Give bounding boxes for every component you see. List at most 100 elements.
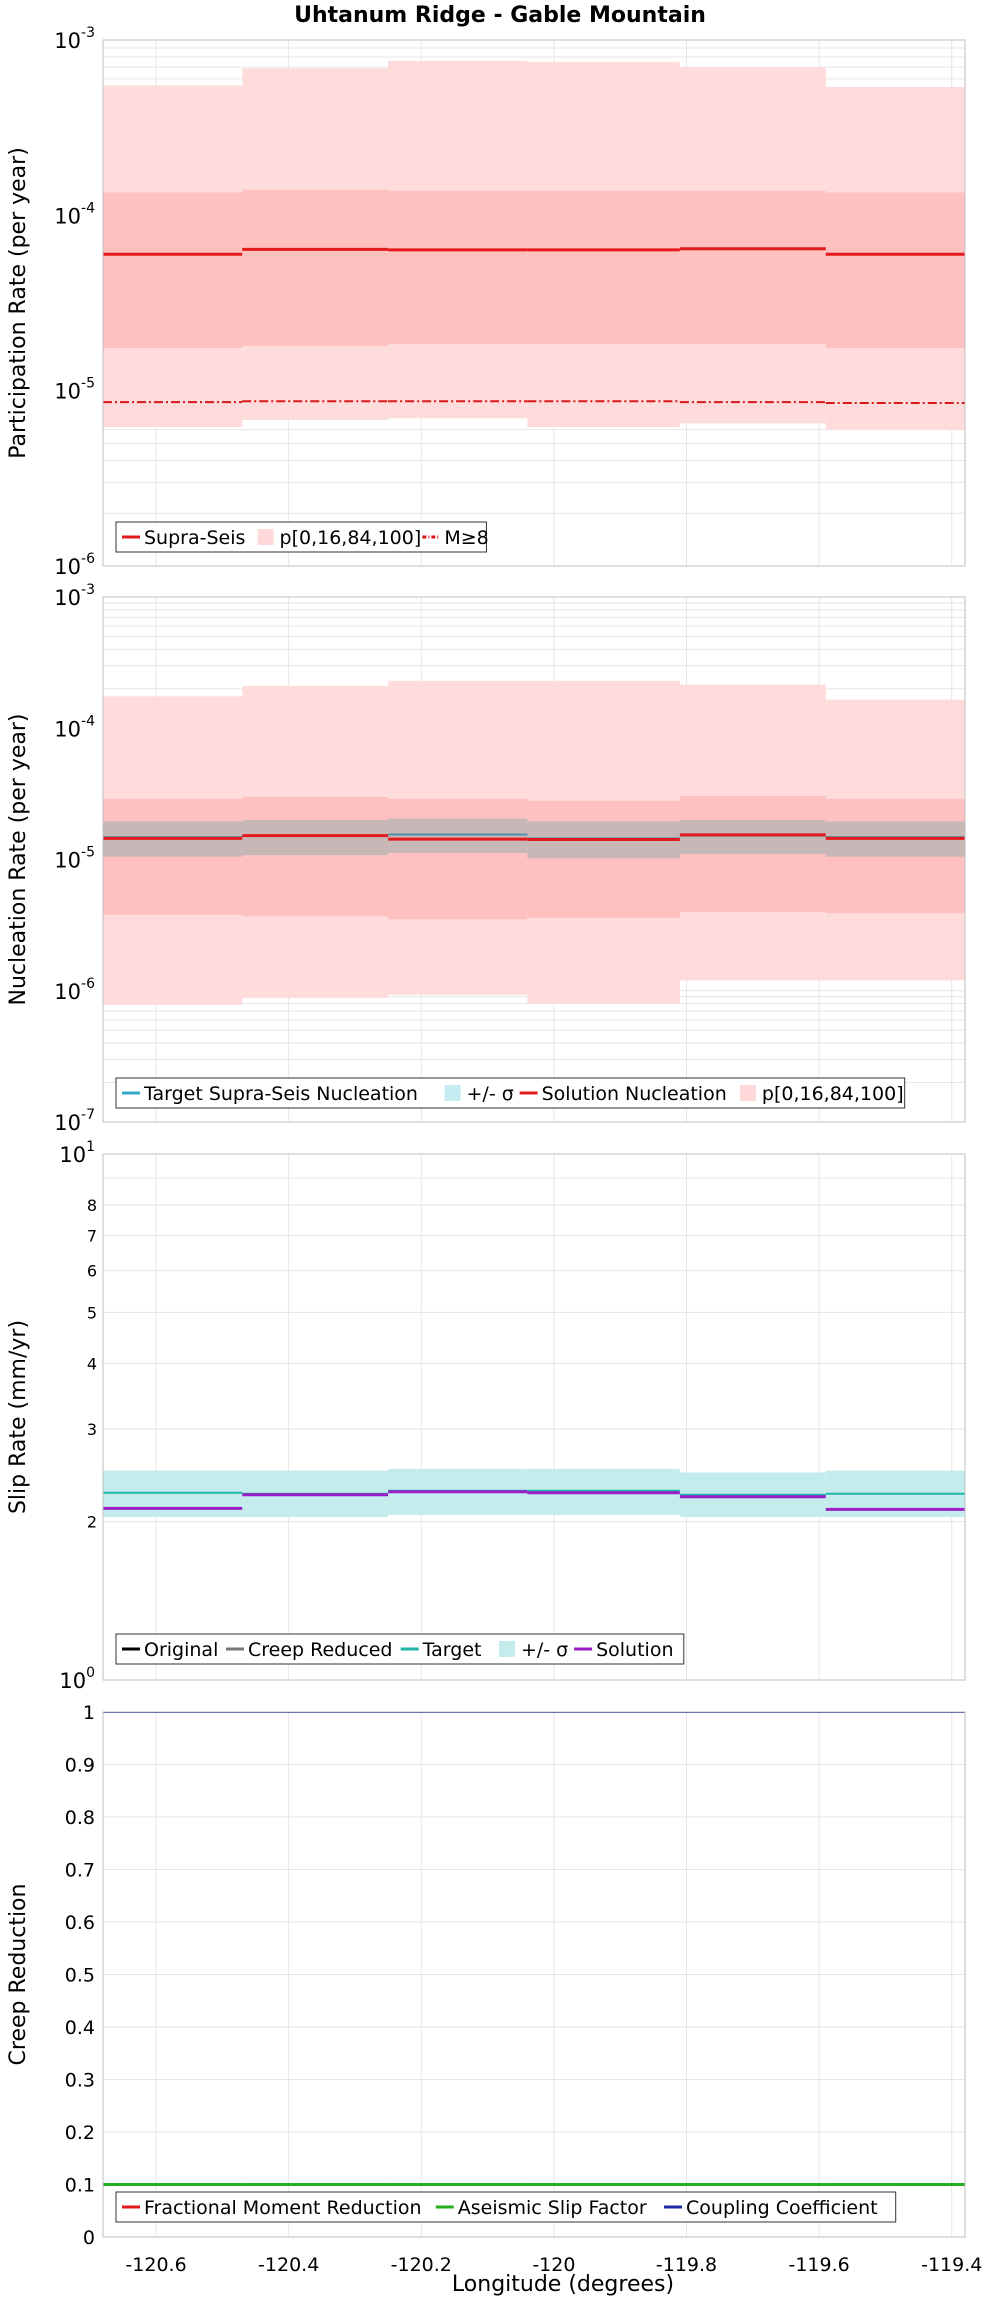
x-axis-label: Longitude (degrees): [452, 2272, 674, 2297]
legend-label-2: Solution Nucleation: [542, 1083, 727, 1105]
x-tick-labels-creep: -120.6 -120.4 -120.2 -120 -119.8 -119.6 -119.4: [125, 2254, 982, 2276]
y-tick-labels-creep: 0 0.1 0.2 0.3 0.4 0.5 0.6 0.7 0.8 0.9 1: [65, 1702, 95, 2249]
y-tick-base: 10: [54, 1111, 81, 1135]
bands-nucleation: [103, 680, 965, 1005]
band-nucleation-2-bin-1: [242, 819, 389, 856]
legend-swatch-1: [257, 529, 274, 545]
band-nucleation-2-bin-2: [388, 818, 528, 854]
series-slip: [103, 1489, 965, 1511]
bands-participation: [103, 60, 965, 430]
y-tick-label: 10-3: [54, 25, 95, 53]
y-tick-label: 0.4: [65, 2017, 95, 2039]
y-minor-tick-label: 5: [87, 1303, 97, 1322]
band-participation-1-bin-1: [242, 189, 389, 346]
y-tick-label: 0: [83, 2227, 95, 2249]
y-tick-exponent: -6: [81, 976, 95, 992]
x-tick-label: -119.6: [788, 2254, 849, 2276]
legend-swatch-3: [739, 1085, 756, 1101]
legend-label-2: Target: [422, 1639, 482, 1661]
band-nucleation-2-bin-4: [679, 819, 826, 855]
legend-label-2: M≥8: [444, 527, 488, 549]
band-participation-1-bin-4: [679, 190, 826, 344]
band-participation-1-bin-2: [388, 190, 528, 344]
legend-nucleation: Target Supra-Seis Nucleation +/- σ Solutio…: [115, 1077, 906, 1109]
legend-label-3: p[0,16,84,100]: [762, 1083, 904, 1105]
plot-frame-slip: [102, 1153, 966, 1681]
band-nucleation-1-bin-2: [388, 798, 528, 920]
plot-frame-nucleation: [102, 596, 966, 1123]
y-tick-base: 10: [54, 586, 81, 610]
y-tick-label: 101: [59, 1139, 95, 1167]
y-tick-exponent: -6: [81, 551, 95, 567]
y-tick-label: 10-5: [54, 376, 95, 404]
y-axis-label-participation: Participation Rate (per year): [6, 147, 31, 459]
y-tick-base: 10: [54, 29, 81, 53]
legend-participation: Supra-Seis p[0,16,84,100] M≥8: [115, 521, 489, 553]
legend-box: [115, 2191, 897, 2223]
series-nucleation-1: [103, 833, 965, 842]
y-tick-base: 10: [54, 380, 81, 404]
y-minor-tick-label: 7: [87, 1226, 97, 1245]
x-tick-label: -119.4: [921, 2254, 982, 2276]
legend-label-0: Target Supra-Seis Nucleation: [143, 1083, 418, 1105]
y-minor-tick-label: 4: [87, 1354, 97, 1373]
y-tick-exponent: -3: [81, 582, 95, 598]
band-participation-1-bin-3: [527, 190, 680, 344]
y-tick-label: 10-7: [54, 1107, 95, 1135]
legend-box: [115, 1077, 906, 1109]
plot-panels: 10-610-510-410-3-120.6-120.4-120.2-120-1…: [6, 25, 982, 2276]
legend-label-1: Aseismic Slip Factor: [458, 2197, 647, 2219]
y-tick-exponent: -4: [81, 713, 95, 729]
y-tick-exponent: 1: [86, 1139, 95, 1155]
legend-label-1: p[0,16,84,100]: [280, 527, 422, 549]
y-tick-exponent: -5: [81, 376, 95, 392]
y-tick-base: 10: [54, 849, 81, 873]
y-tick-base: 10: [54, 204, 81, 228]
grid-slip: [103, 1154, 965, 1681]
legend-label-3: +/- σ: [521, 1639, 568, 1661]
y-minor-tick-label: 2: [87, 1513, 97, 1532]
y-tick-label: 10-5: [54, 845, 95, 873]
legend-creep: Fractional Moment Reduction Aseismic Slip…: [115, 2191, 897, 2223]
y-tick-label: 0.1: [65, 2175, 95, 2197]
y-tick-base: 10: [54, 717, 81, 741]
y-tick-label: 10-3: [54, 582, 95, 610]
y-axis-label-slip: Slip Rate (mm/yr): [6, 1320, 31, 1514]
y-tick-label: 0.8: [65, 1807, 95, 1829]
x-tick-label: -120.6: [125, 2254, 186, 2276]
y-minor-tick-label: 8: [87, 1196, 97, 1215]
legend-label-2: Coupling Coefficient: [686, 2197, 878, 2219]
y-tick-exponent: -5: [81, 845, 95, 861]
legend-label-4: Solution: [596, 1639, 673, 1661]
y-axis-label-creep: Creep Reduction: [6, 1884, 31, 2066]
y-tick-labels-nucleation: 10-710-610-510-410-3: [54, 582, 95, 1135]
y-tick-label: 1: [83, 1702, 95, 1724]
y-tick-base: 10: [54, 980, 81, 1004]
y-tick-exponent: -3: [81, 25, 95, 41]
y-tick-label: 0.9: [65, 1755, 95, 1777]
legend-slip: Original Creep Reduced Target +/- σ Solution: [115, 1633, 685, 1665]
y-tick-base: 10: [59, 1669, 86, 1693]
x-tick-label: -120: [532, 2254, 575, 2276]
plot-frame-creep: [102, 1711, 966, 2238]
band-participation-1-bin-5: [825, 192, 965, 349]
y-minor-tick-label: 6: [87, 1262, 97, 1281]
y-axis-label-nucleation: Nucleation Rate (per year): [6, 714, 31, 1006]
band-nucleation-1-bin-3: [527, 800, 680, 918]
series-participation-0: [103, 247, 965, 256]
band-nucleation-1-bin-1: [242, 796, 389, 917]
y-tick-exponent: 0: [86, 1665, 95, 1681]
y-tick-exponent: -7: [81, 1107, 95, 1123]
y-tick-label: 10-4: [54, 200, 95, 228]
y-tick-label: 100: [59, 1665, 95, 1693]
plot-frame-participation: [102, 39, 966, 567]
series-participation-1: [103, 400, 965, 405]
series-creep: [103, 1712, 965, 2186]
grid-creep: [103, 1711, 965, 2238]
y-tick-exponent: -4: [81, 200, 95, 216]
y-tick-label: 0.3: [65, 2070, 95, 2092]
y-minor-tick-label: 3: [87, 1420, 97, 1439]
